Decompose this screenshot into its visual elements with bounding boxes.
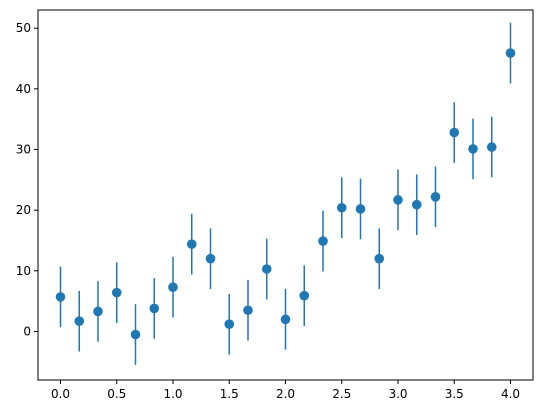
data-point xyxy=(393,195,403,205)
y-tick-label: 40 xyxy=(16,82,31,96)
x-tick-label: 0.5 xyxy=(107,387,126,401)
data-point xyxy=(336,202,347,213)
data-point xyxy=(318,236,328,246)
data-point xyxy=(374,253,385,264)
y-tick-label: 0 xyxy=(23,324,31,338)
x-tick-label: 1.5 xyxy=(220,387,239,401)
y-tick-label: 50 xyxy=(16,21,31,35)
x-axis: 0.0 0.5 1.0 1.5 2.0 2.5 3.0 3.5 4.0 xyxy=(51,380,520,401)
x-tick-label: 3.5 xyxy=(445,387,464,401)
data-point xyxy=(449,127,460,138)
data-point xyxy=(93,306,103,317)
x-tick-label: 2.5 xyxy=(332,387,351,401)
data-point xyxy=(411,199,422,210)
data-point xyxy=(243,305,253,316)
x-tick-label: 2.0 xyxy=(276,387,295,401)
data-point xyxy=(261,264,272,274)
data-point xyxy=(205,253,216,264)
data-point xyxy=(505,48,516,58)
x-tick-label: 4.0 xyxy=(501,387,520,401)
error-bars xyxy=(59,22,512,365)
data-point xyxy=(355,204,366,214)
x-tick-label: 0.0 xyxy=(51,387,70,401)
data-point xyxy=(299,290,310,301)
data-point xyxy=(55,292,66,302)
data-point xyxy=(168,282,178,292)
data-point xyxy=(74,316,85,326)
data-point xyxy=(224,319,235,329)
y-tick-label: 20 xyxy=(16,203,31,217)
data-point xyxy=(430,192,441,202)
data-point xyxy=(468,144,478,154)
data-point xyxy=(111,287,122,298)
data-point xyxy=(186,239,197,249)
data-point xyxy=(280,314,291,325)
x-tick-label: 3.0 xyxy=(388,387,407,401)
data-point xyxy=(149,303,160,314)
data-point xyxy=(130,329,141,340)
data-point xyxy=(486,142,497,152)
markers xyxy=(55,48,516,340)
x-tick-label: 1.0 xyxy=(163,387,182,401)
y-tick-label: 30 xyxy=(16,143,31,157)
y-tick-label: 10 xyxy=(16,264,31,278)
y-axis: 0 10 20 30 40 50 xyxy=(16,21,38,338)
